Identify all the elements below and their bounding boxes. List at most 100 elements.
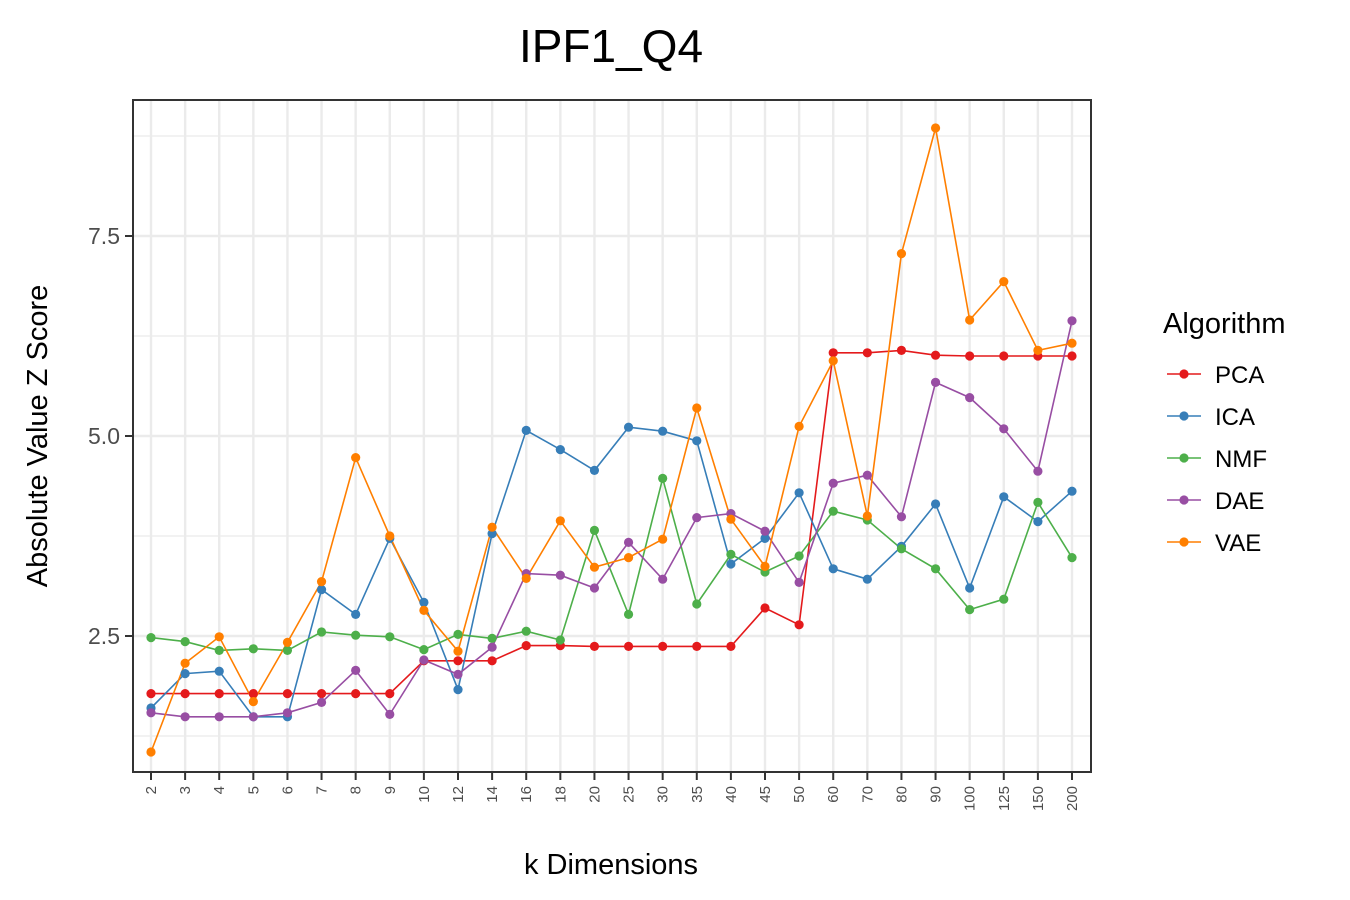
legend-key-point bbox=[1179, 453, 1189, 463]
data-point-dae bbox=[794, 577, 804, 588]
legend-label: DAE bbox=[1215, 488, 1264, 515]
data-point-vae bbox=[419, 605, 429, 616]
data-point-pca bbox=[692, 641, 702, 652]
data-point-pca bbox=[828, 348, 838, 358]
x-tick-label: 40 bbox=[723, 786, 740, 803]
data-point-vae bbox=[999, 277, 1009, 287]
data-point-ica bbox=[623, 422, 634, 432]
legend-item-ica: ICA bbox=[1167, 404, 1255, 431]
x-tick-label: 14 bbox=[484, 786, 501, 803]
x-tick-label: 18 bbox=[552, 786, 569, 803]
data-point-vae bbox=[965, 315, 975, 325]
data-point-pca bbox=[487, 656, 497, 666]
data-point-nmf bbox=[896, 544, 907, 554]
data-point-ica bbox=[930, 499, 941, 509]
data-point-ica bbox=[965, 583, 975, 593]
series-line-pca bbox=[151, 349, 1072, 695]
data-point-pca bbox=[999, 351, 1009, 361]
data-point-vae bbox=[862, 511, 872, 521]
data-point-vae bbox=[692, 403, 702, 413]
series-line-ica bbox=[150, 426, 1073, 718]
data-point-ica bbox=[419, 597, 429, 608]
data-point-pca bbox=[726, 641, 736, 652]
data-point-nmf bbox=[316, 627, 327, 637]
data-point-dae bbox=[1033, 466, 1043, 476]
data-point-ica bbox=[316, 585, 327, 595]
x-tick-label: 6 bbox=[279, 786, 296, 794]
data-point-vae bbox=[555, 516, 565, 526]
data-point-ica bbox=[794, 488, 804, 498]
x-tick-label: 5 bbox=[245, 786, 262, 794]
data-point-ica bbox=[692, 436, 702, 446]
data-point-dae bbox=[214, 712, 224, 722]
data-point-pca bbox=[930, 350, 941, 360]
data-point-pca bbox=[385, 689, 395, 699]
data-point-ica bbox=[862, 574, 872, 584]
data-point-nmf bbox=[828, 506, 838, 516]
data-point-pca bbox=[351, 689, 361, 699]
data-point-nmf bbox=[282, 645, 293, 656]
x-tick-label: 7 bbox=[314, 786, 331, 794]
data-point-dae bbox=[999, 424, 1009, 434]
data-point-ica bbox=[760, 533, 770, 544]
data-point-ica bbox=[1033, 517, 1043, 527]
data-point-dae bbox=[658, 574, 668, 584]
data-point-pca bbox=[453, 656, 463, 666]
data-point-vae bbox=[658, 534, 668, 544]
legend-item-pca: PCA bbox=[1167, 362, 1264, 389]
data-point-vae bbox=[521, 573, 531, 584]
data-point-dae bbox=[248, 712, 258, 722]
data-point-dae bbox=[146, 708, 156, 718]
data-point-ica bbox=[521, 425, 531, 435]
data-point-vae bbox=[214, 632, 224, 642]
data-point-nmf bbox=[146, 633, 156, 643]
data-point-nmf bbox=[999, 594, 1009, 604]
data-point-pca bbox=[794, 620, 804, 630]
series-line-vae bbox=[150, 127, 1073, 753]
data-point-nmf bbox=[726, 549, 736, 560]
data-point-nmf bbox=[385, 632, 395, 642]
legend-items: PCA ICA NMF DAE VAE bbox=[1167, 362, 1267, 557]
x-tick-label: 2 bbox=[143, 786, 160, 794]
x-tick-label: 125 bbox=[996, 786, 1013, 811]
data-point-dae bbox=[453, 669, 463, 680]
data-point-pca bbox=[760, 603, 770, 613]
data-point-pca bbox=[214, 689, 224, 699]
data-point-vae bbox=[760, 561, 770, 572]
x-tick-label: 30 bbox=[655, 786, 672, 803]
data-point-ica bbox=[658, 426, 668, 436]
data-point-dae bbox=[282, 708, 293, 718]
series-line-nmf bbox=[150, 475, 1073, 652]
data-point-ica bbox=[1067, 486, 1077, 496]
x-tick-label: 90 bbox=[928, 786, 945, 803]
x-tick-label: 45 bbox=[757, 786, 774, 803]
data-point-dae bbox=[965, 393, 975, 403]
data-point-ica bbox=[180, 669, 190, 679]
data-point-vae bbox=[623, 553, 634, 563]
data-point-pca bbox=[316, 689, 327, 699]
x-tick-label: 25 bbox=[621, 786, 638, 803]
data-point-nmf bbox=[1067, 553, 1077, 563]
data-point-dae bbox=[760, 526, 770, 536]
data-point-vae bbox=[385, 531, 395, 541]
data-point-pca bbox=[896, 345, 907, 355]
x-tick-label: 80 bbox=[893, 786, 910, 803]
data-point-vae bbox=[248, 697, 258, 707]
data-point-ica bbox=[214, 666, 224, 676]
y-axis-title: Absolute Value Z Score bbox=[22, 285, 54, 588]
data-point-pca bbox=[146, 689, 156, 699]
data-point-pca bbox=[248, 689, 258, 699]
data-point-ica bbox=[589, 465, 600, 475]
x-tick-label: 70 bbox=[859, 786, 876, 803]
legend-label: VAE bbox=[1215, 530, 1261, 557]
data-point-pca bbox=[180, 689, 190, 699]
grid bbox=[133, 100, 1091, 772]
data-point-nmf bbox=[248, 644, 258, 654]
x-tick-label: 50 bbox=[791, 786, 808, 803]
x-tick-label: 4 bbox=[211, 786, 228, 794]
data-point-vae bbox=[1067, 338, 1077, 348]
data-point-ica bbox=[351, 609, 361, 620]
data-point-pca bbox=[862, 348, 872, 358]
legend-item-nmf: NMF bbox=[1167, 446, 1267, 473]
data-point-nmf bbox=[351, 630, 361, 640]
